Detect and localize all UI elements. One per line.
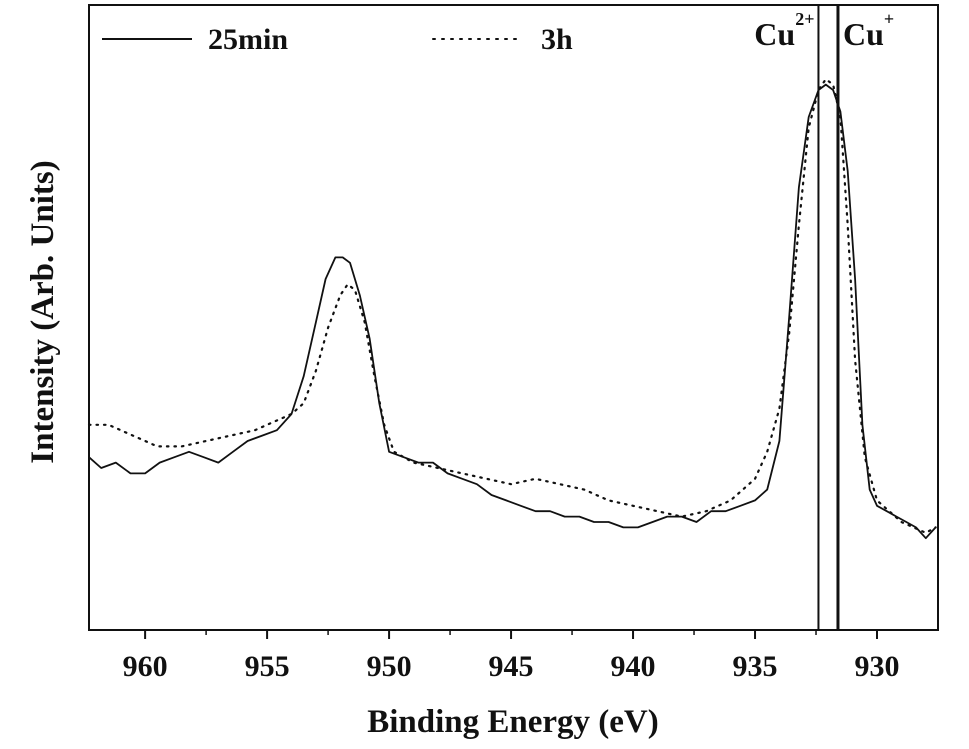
y-axis-title: Intensity (Arb. Units) xyxy=(25,160,61,463)
x-tick-label-955: 955 xyxy=(245,650,290,683)
plot-frame xyxy=(88,4,939,631)
annotation-label-cuplus: Cu+ xyxy=(843,9,894,52)
legend-label-25min: 25min xyxy=(208,23,288,56)
legend: 25min 3h xyxy=(102,23,573,56)
series-line-25min xyxy=(88,83,937,540)
annotation-label-cu2plus: Cu2+ xyxy=(754,9,814,52)
x-tick-label-940: 940 xyxy=(611,650,656,683)
x-tick-label-950: 950 xyxy=(367,650,412,683)
series-layer xyxy=(87,77,937,540)
series-line-3h xyxy=(87,77,937,535)
x-axis-ticks xyxy=(144,630,879,639)
x-tick-label-930: 930 xyxy=(855,650,900,683)
x-axis-title: Binding Energy (eV) xyxy=(367,704,659,740)
annotation-layer: Cu2+ Cu+ xyxy=(754,5,894,630)
x-axis-tick-labels: 960 955 950 945 940 935 930 xyxy=(123,650,900,683)
x-tick-label-945: 945 xyxy=(489,650,534,683)
x-tick-label-935: 935 xyxy=(733,650,778,683)
x-tick-label-960: 960 xyxy=(123,650,168,683)
legend-label-3h: 3h xyxy=(541,23,573,56)
